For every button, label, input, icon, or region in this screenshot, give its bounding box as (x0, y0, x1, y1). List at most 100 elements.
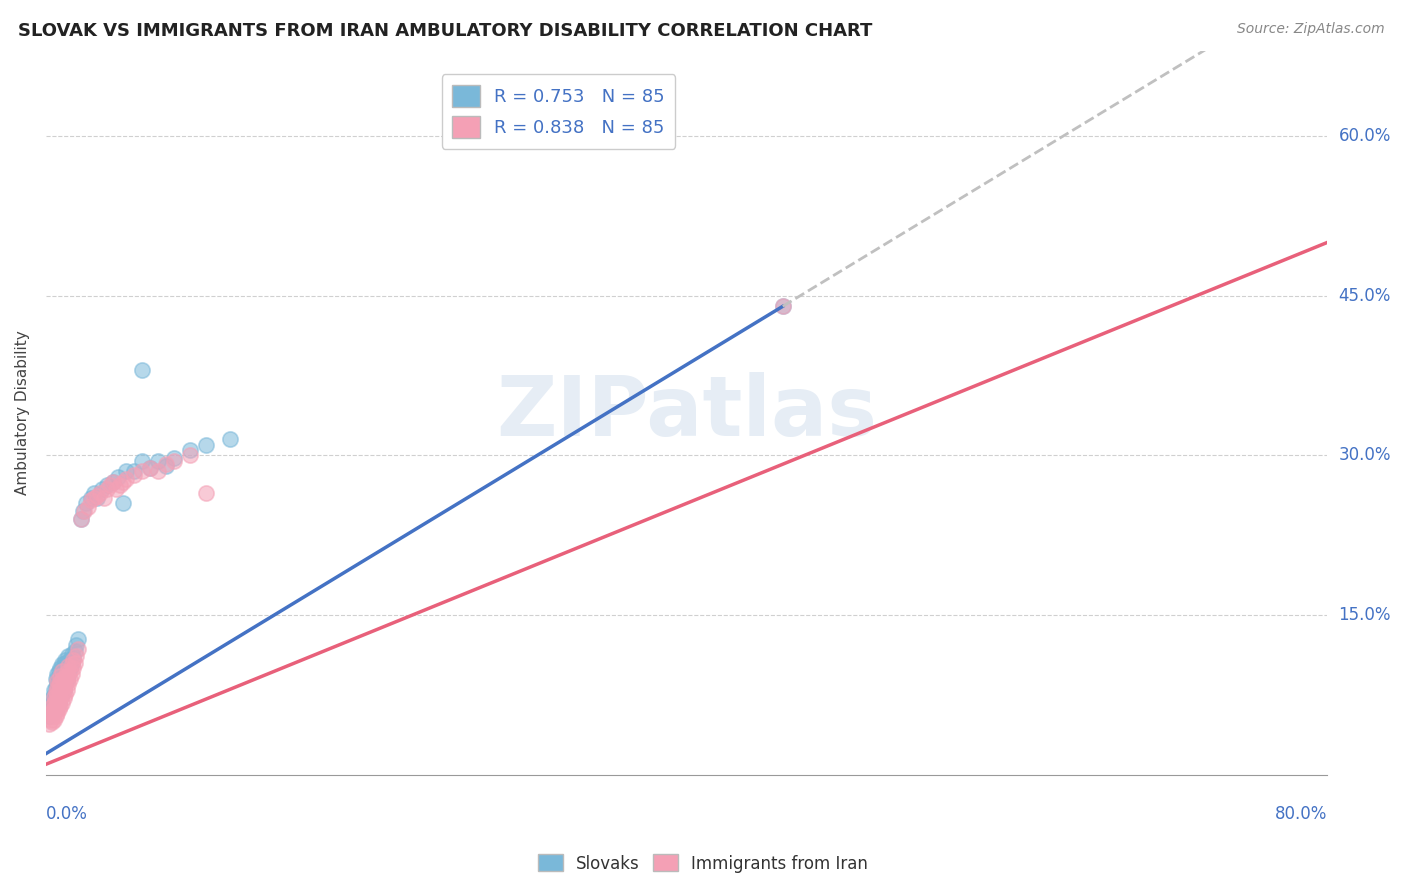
Point (103, 475, 125, 489)
Point (60, 666, 83, 681)
Point (51, 688, 73, 702)
Point (103, 475, 125, 489)
Point (46, 681, 69, 695)
Point (41, 698, 63, 713)
Point (45, 685, 67, 699)
Point (53, 661, 76, 675)
Point (46, 674, 69, 689)
Point (66, 642, 89, 657)
Point (48, 696, 70, 710)
Point (46, 681, 69, 695)
Point (83, 485, 105, 500)
Point (51, 664, 73, 678)
Point (75, 496, 97, 510)
Point (52, 674, 75, 689)
Point (45, 680, 67, 694)
Point (53, 687, 76, 701)
Point (49, 677, 72, 691)
Point (91, 483, 114, 497)
Point (56, 682, 79, 697)
Text: Source: ZipAtlas.com: Source: ZipAtlas.com (1237, 22, 1385, 37)
Point (58, 658, 80, 673)
Point (49, 683, 72, 698)
Point (58, 648, 80, 663)
Point (49, 661, 72, 675)
Point (66, 632, 89, 646)
Point (58, 677, 80, 691)
Point (131, 454, 153, 468)
Point (51, 687, 73, 701)
Point (115, 464, 138, 478)
Point (39, 704, 62, 718)
Point (45, 704, 67, 718)
Point (60, 656, 83, 670)
Point (115, 472, 138, 486)
Point (83, 491, 105, 505)
Point (51, 665, 73, 679)
Text: SLOVAK VS IMMIGRANTS FROM IRAN AMBULATORY DISABILITY CORRELATION CHART: SLOVAK VS IMMIGRANTS FROM IRAN AMBULATOR… (18, 22, 873, 40)
Point (56, 672, 79, 686)
Legend: Slovaks, Immigrants from Iran: Slovaks, Immigrants from Iran (531, 847, 875, 880)
Point (48, 682, 70, 697)
Legend: R = 0.753   N = 85, R = 0.838   N = 85: R = 0.753 N = 85, R = 0.838 N = 85 (441, 74, 675, 149)
Point (65, 638, 87, 652)
Point (41, 709, 63, 723)
Point (80, 493, 103, 508)
Point (41, 714, 63, 729)
Point (42, 698, 65, 713)
Point (48, 676, 70, 690)
Point (111, 496, 134, 510)
Point (139, 461, 162, 475)
Point (48, 664, 70, 678)
Point (772, 299, 794, 313)
Text: 60.0%: 60.0% (1339, 127, 1391, 145)
Point (46, 693, 69, 707)
Point (58, 659, 80, 673)
Point (59, 661, 82, 675)
Point (49, 698, 72, 713)
Point (39, 713, 62, 727)
Point (45, 690, 67, 705)
Point (163, 454, 186, 468)
Point (122, 467, 145, 482)
Point (45, 685, 67, 699)
Point (51, 681, 73, 695)
Point (48, 682, 70, 697)
Point (146, 454, 169, 468)
Point (42, 706, 65, 720)
Point (122, 464, 145, 478)
Point (107, 469, 129, 483)
Point (52, 682, 75, 697)
Point (52, 691, 75, 706)
Point (46, 674, 69, 689)
Point (70, 512, 93, 526)
Point (52, 657, 75, 672)
Point (39, 706, 62, 720)
Point (51, 657, 73, 672)
Point (96, 478, 118, 492)
Text: 80.0%: 80.0% (1275, 805, 1327, 823)
Point (195, 438, 218, 452)
Point (56, 665, 79, 679)
Point (48, 676, 70, 690)
Point (52, 665, 75, 680)
Point (59, 653, 82, 667)
Point (46, 666, 69, 681)
Point (86, 489, 108, 503)
Point (62, 661, 84, 675)
Point (146, 464, 169, 478)
Point (58, 669, 80, 683)
Point (48, 689, 70, 703)
Point (65, 648, 87, 663)
Point (49, 685, 72, 699)
Point (42, 682, 65, 697)
Point (60, 647, 83, 661)
Point (42, 690, 65, 705)
Point (51, 696, 73, 710)
Point (46, 693, 69, 707)
Point (96, 483, 118, 497)
Point (52, 674, 75, 689)
Point (80, 491, 103, 505)
Point (62, 653, 84, 667)
Point (48, 696, 70, 710)
